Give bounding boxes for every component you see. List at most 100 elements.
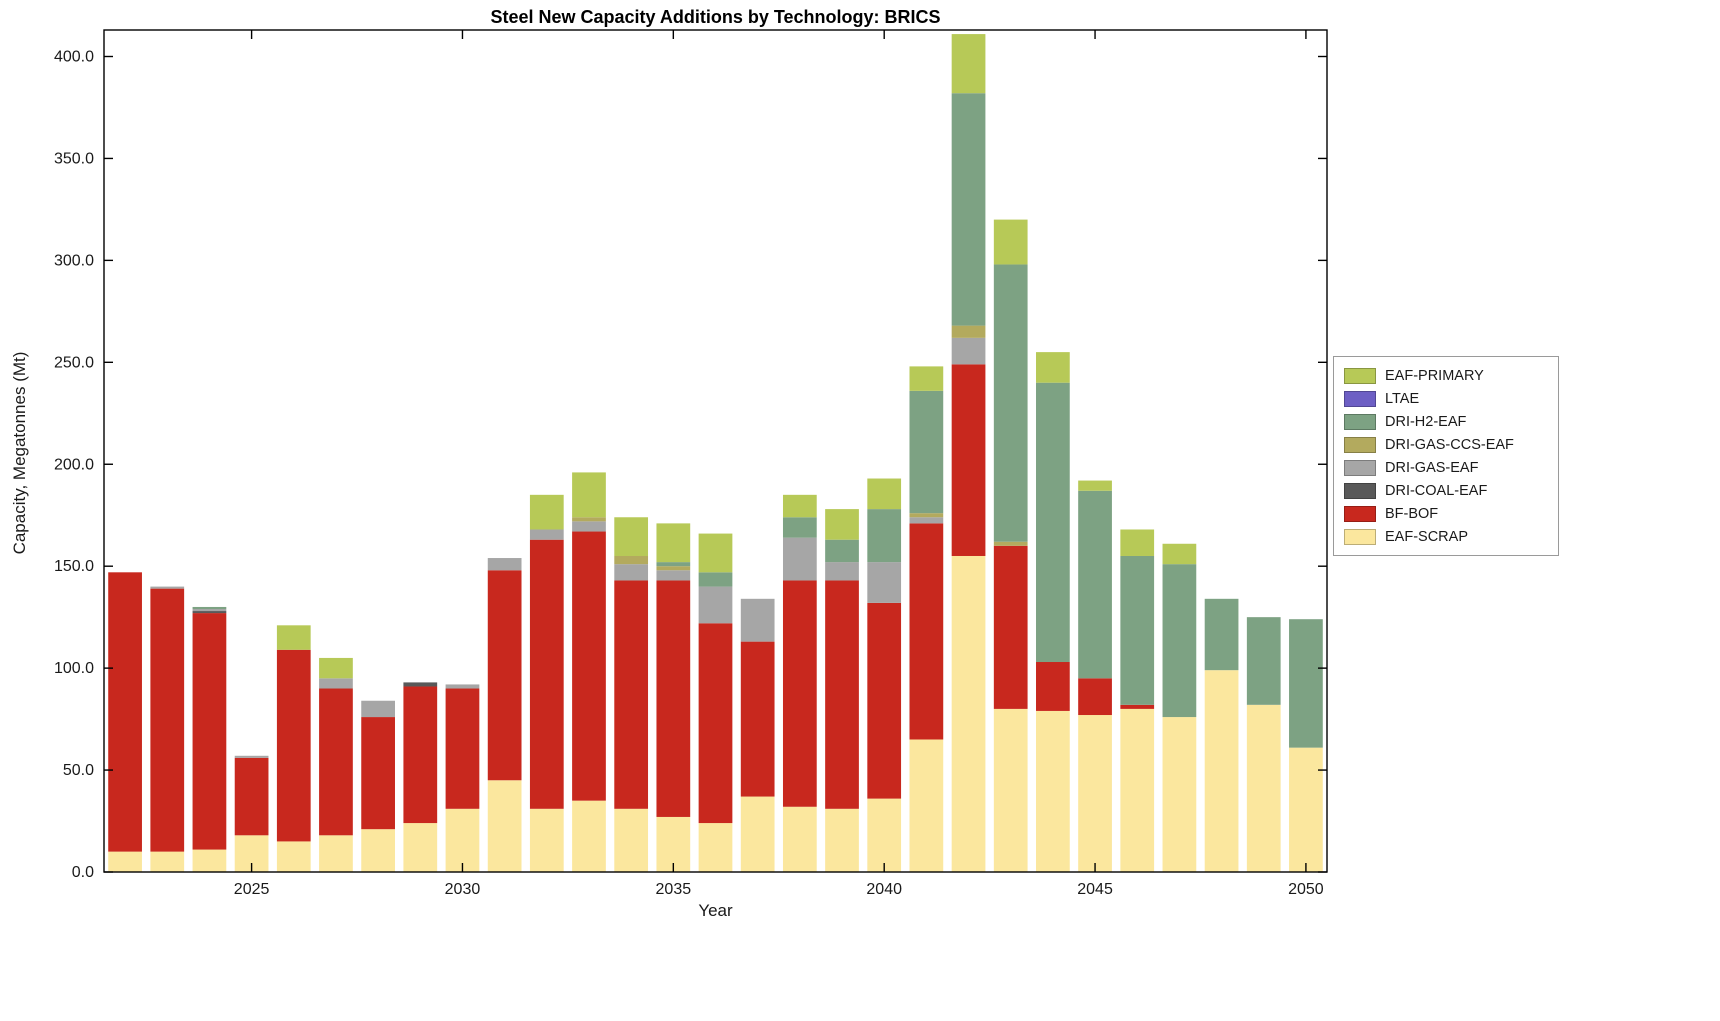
x-tick-label: 2035 bbox=[656, 881, 692, 898]
bar-segment-2031-DRI-GAS-EAF bbox=[487, 558, 522, 571]
bar-segment-2027-EAF-PRIMARY bbox=[319, 657, 353, 679]
y-tick-label: 300.0 bbox=[54, 252, 94, 269]
bar-segment-2038-BF-BOF bbox=[782, 580, 817, 807]
bar-segment-2044-EAF-SCRAP bbox=[1036, 710, 1070, 872]
bar-segment-2033-EAF-PRIMARY bbox=[572, 472, 606, 518]
bar-segment-2047-EAF-SCRAP bbox=[1162, 717, 1197, 872]
legend-swatch-DRI-GAS-CCS-EAF bbox=[1344, 436, 1376, 453]
bar-segment-2036-DRI-GAS-EAF bbox=[698, 586, 733, 624]
legend-item-BF-BOF: BF-BOF bbox=[1344, 502, 1548, 525]
axes-box bbox=[103, 29, 1328, 873]
bar-segment-2023-EAF-SCRAP bbox=[150, 851, 185, 872]
bar-segment-2024-DRI-COAL-EAF bbox=[192, 611, 227, 614]
bar-segment-2037-DRI-GAS-EAF bbox=[740, 598, 775, 642]
bar-segment-2042-EAF-SCRAP bbox=[951, 556, 986, 872]
bar-segment-2042-DRI-GAS-CCS-EAF bbox=[951, 325, 986, 338]
bar-segment-2039-DRI-H2-EAF bbox=[825, 539, 859, 563]
bar-segment-2042-BF-BOF bbox=[951, 364, 986, 556]
bar-segment-2043-EAF-SCRAP bbox=[993, 708, 1028, 872]
bar-segment-2033-DRI-GAS-EAF bbox=[572, 521, 606, 532]
bar-segment-2036-DRI-H2-EAF bbox=[698, 572, 733, 587]
bar-segment-2044-EAF-PRIMARY bbox=[1036, 352, 1070, 383]
bar-segment-2031-EAF-SCRAP bbox=[487, 780, 522, 872]
bar-segment-2036-EAF-SCRAP bbox=[698, 823, 733, 872]
bar-segment-2024-BF-BOF bbox=[192, 613, 227, 850]
bar-segment-2040-BF-BOF bbox=[867, 602, 902, 799]
legend-swatch-DRI-COAL-EAF bbox=[1344, 482, 1376, 499]
bar-segment-2027-BF-BOF bbox=[319, 688, 353, 836]
y-tick-label: 250.0 bbox=[54, 354, 94, 371]
legend-label: DRI-H2-EAF bbox=[1385, 413, 1467, 430]
bar-segment-2046-EAF-PRIMARY bbox=[1120, 529, 1155, 556]
bar-segment-2035-DRI-GAS-CCS-EAF bbox=[656, 566, 691, 571]
legend-item-DRI-COAL-EAF: DRI-COAL-EAF bbox=[1344, 479, 1548, 502]
bar-segment-2040-EAF-PRIMARY bbox=[867, 478, 902, 510]
x-tick-label: 2030 bbox=[445, 881, 481, 898]
bar-segment-2050-DRI-H2-EAF bbox=[1289, 619, 1323, 748]
bar-segment-2025-DRI-GAS-EAF bbox=[234, 755, 269, 758]
bar-segment-2041-DRI-GAS-CCS-EAF bbox=[909, 513, 944, 518]
bar-segment-2040-DRI-H2-EAF bbox=[867, 509, 902, 563]
legend-item-EAF-SCRAP: EAF-SCRAP bbox=[1344, 525, 1548, 548]
bar-segment-2037-BF-BOF bbox=[740, 641, 775, 797]
bar-segment-2028-EAF-SCRAP bbox=[361, 829, 395, 872]
legend-item-DRI-H2-EAF: DRI-H2-EAF bbox=[1344, 410, 1548, 433]
bar-segment-2046-EAF-SCRAP bbox=[1120, 708, 1155, 872]
legend-label: DRI-COAL-EAF bbox=[1385, 482, 1488, 499]
bar-segment-2026-EAF-PRIMARY bbox=[276, 625, 311, 650]
bar-segment-2038-EAF-SCRAP bbox=[782, 806, 817, 872]
y-tick-label: 0.0 bbox=[72, 864, 94, 881]
legend-swatch-EAF-SCRAP bbox=[1344, 528, 1376, 545]
bar-segment-2041-DRI-H2-EAF bbox=[909, 390, 944, 514]
bar-segment-2027-EAF-SCRAP bbox=[319, 835, 353, 872]
bar-segment-2023-BF-BOF bbox=[150, 588, 185, 852]
bar-segment-2039-EAF-SCRAP bbox=[825, 808, 859, 872]
bar-segment-2035-EAF-SCRAP bbox=[656, 816, 691, 872]
bar-segment-2036-BF-BOF bbox=[698, 623, 733, 824]
bar-segment-2026-BF-BOF bbox=[276, 649, 311, 842]
x-tick-label: 2050 bbox=[1288, 881, 1324, 898]
bar-segment-2039-EAF-PRIMARY bbox=[825, 509, 859, 540]
bar-segment-2044-BF-BOF bbox=[1036, 662, 1070, 711]
legend-swatch-DRI-GAS-EAF bbox=[1344, 459, 1376, 476]
bar-segment-2048-DRI-H2-EAF bbox=[1204, 598, 1239, 671]
bar-segment-2031-BF-BOF bbox=[487, 570, 522, 781]
bar-segment-2022-EAF-SCRAP bbox=[108, 851, 142, 872]
bar-segment-2038-DRI-GAS-EAF bbox=[782, 537, 817, 581]
legend: EAF-PRIMARY LTAE DRI-H2-EAF DRI-GAS-CCS-EAF… bbox=[1333, 356, 1559, 556]
bar-segment-2023-DRI-GAS-EAF bbox=[150, 586, 185, 589]
bar-segment-2045-EAF-PRIMARY bbox=[1078, 480, 1112, 491]
bar-segment-2032-DRI-GAS-EAF bbox=[529, 529, 564, 540]
bar-segment-2032-BF-BOF bbox=[529, 539, 564, 809]
bar-segment-2041-BF-BOF bbox=[909, 523, 944, 740]
y-tick-label: 400.0 bbox=[54, 49, 94, 66]
legend-label: BF-BOF bbox=[1385, 505, 1439, 522]
legend-item-EAF-PRIMARY: EAF-PRIMARY bbox=[1344, 364, 1548, 387]
legend-label: EAF-SCRAP bbox=[1385, 528, 1468, 545]
bar-segment-2027-DRI-GAS-EAF bbox=[319, 678, 353, 689]
bar-segment-2034-DRI-GAS-CCS-EAF bbox=[614, 556, 649, 565]
bar-segment-2028-DRI-GAS-EAF bbox=[361, 700, 395, 718]
bar-segment-2032-EAF-SCRAP bbox=[529, 808, 564, 872]
bar-segment-2040-DRI-GAS-EAF bbox=[867, 562, 902, 603]
y-tick-label: 100.0 bbox=[54, 660, 94, 677]
bar-segment-2033-BF-BOF bbox=[572, 531, 606, 801]
y-tick-label: 150.0 bbox=[54, 558, 94, 575]
bar-segment-2044-DRI-H2-EAF bbox=[1036, 382, 1070, 663]
bar-segment-2024-DRI-H2-EAF bbox=[192, 606, 227, 609]
bar-segment-2028-BF-BOF bbox=[361, 717, 395, 830]
bar-segment-2029-BF-BOF bbox=[403, 686, 438, 824]
bar-segment-2048-EAF-SCRAP bbox=[1204, 670, 1239, 872]
bar-segment-2043-DRI-H2-EAF bbox=[993, 264, 1028, 542]
bar-segment-2042-DRI-H2-EAF bbox=[951, 93, 986, 326]
bar-segment-2035-EAF-PRIMARY bbox=[656, 523, 691, 563]
legend-swatch-LTAE bbox=[1344, 390, 1376, 407]
x-tick-label: 2040 bbox=[866, 881, 902, 898]
bar-segment-2037-EAF-SCRAP bbox=[740, 796, 775, 872]
bar-segment-2042-EAF-PRIMARY bbox=[951, 34, 986, 94]
bar-segment-2045-DRI-H2-EAF bbox=[1078, 490, 1112, 679]
bar-segment-2040-EAF-SCRAP bbox=[867, 798, 902, 872]
bar-segment-2039-DRI-GAS-EAF bbox=[825, 562, 859, 581]
